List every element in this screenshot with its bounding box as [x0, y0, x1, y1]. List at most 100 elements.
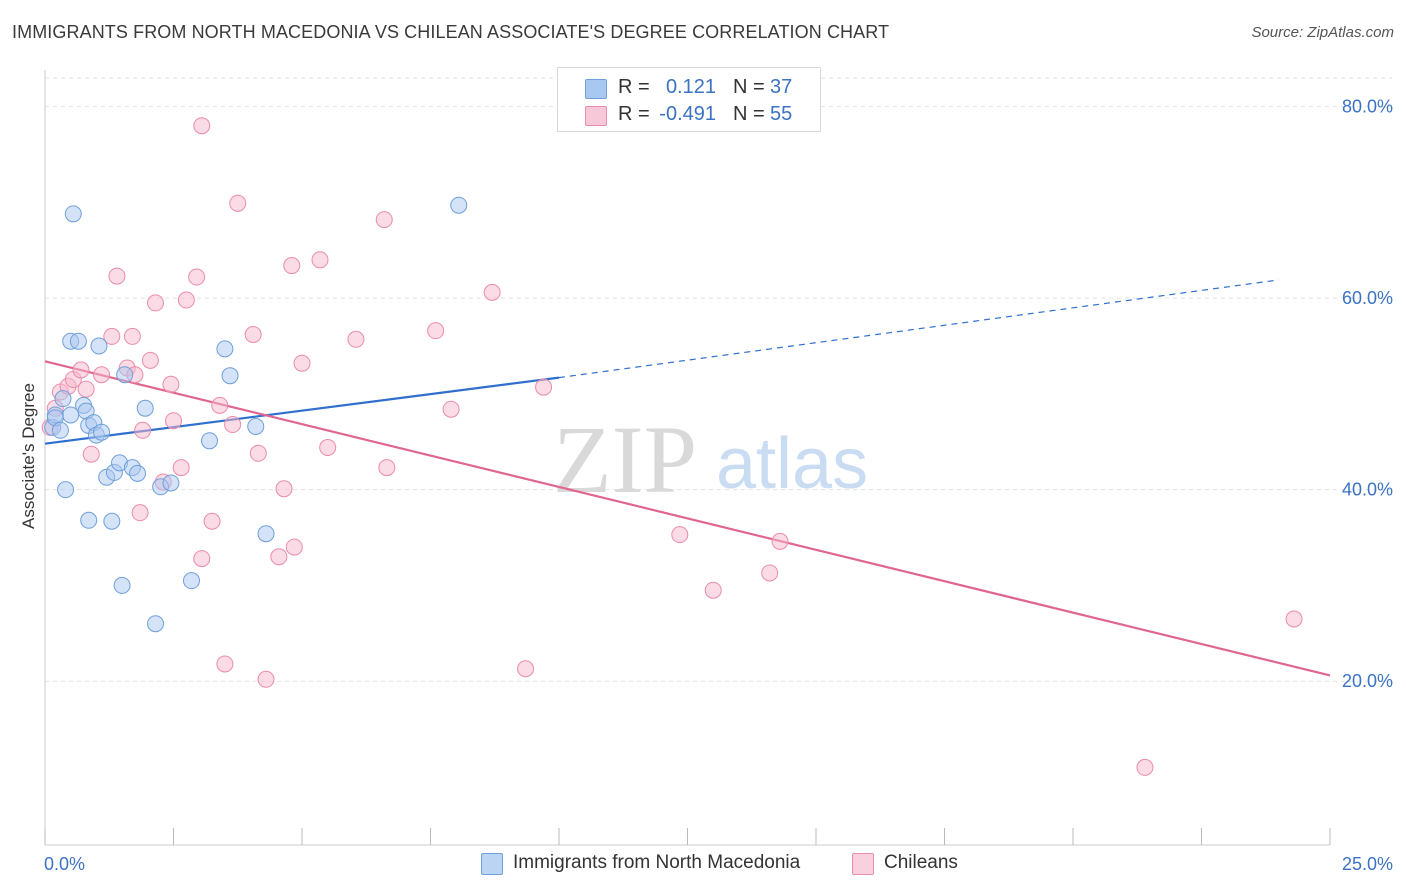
- source-label: Source: ZipAtlas.com: [1251, 24, 1394, 41]
- point-chileans: [704, 581, 722, 599]
- point-north-macedonia: [113, 576, 131, 594]
- chart-title: IMMIGRANTS FROM NORTH MACEDONIA VS CHILE…: [12, 22, 890, 42]
- point-chileans: [293, 354, 311, 372]
- point-north-macedonia: [116, 366, 134, 384]
- point-north-macedonia: [51, 421, 69, 439]
- point-chileans: [93, 366, 111, 384]
- watermark-atlas: atlas: [716, 424, 868, 504]
- point-north-macedonia: [257, 525, 275, 543]
- point-chileans: [141, 351, 159, 369]
- n-label: N =: [733, 103, 765, 125]
- point-chileans: [311, 251, 329, 269]
- point-north-macedonia: [103, 512, 121, 530]
- point-north-macedonia: [247, 417, 265, 435]
- point-chileans: [249, 444, 267, 462]
- y-axis-label: Associate's Degree: [19, 383, 38, 529]
- point-chileans: [375, 211, 393, 229]
- point-chileans: [257, 670, 275, 688]
- x-tick-label: 25.0%: [1342, 854, 1393, 874]
- point-chileans: [131, 504, 149, 522]
- legend-swatch-pink: [852, 853, 874, 875]
- point-chileans: [147, 294, 165, 312]
- data-points: [41, 117, 1303, 776]
- stats-legend: R = 0.121 N = 37 R = -0.491 N = 55: [557, 67, 821, 132]
- point-chileans: [535, 378, 553, 396]
- point-chileans: [123, 327, 141, 345]
- point-chileans: [427, 322, 445, 340]
- point-chileans: [1136, 758, 1154, 776]
- trend-line-north-macedonia: [44, 376, 560, 445]
- point-north-macedonia: [162, 474, 180, 492]
- legend-label: Immigrants from North Macedonia: [513, 852, 801, 873]
- n-value: 55: [770, 103, 793, 125]
- axes: [44, 70, 1331, 846]
- point-north-macedonia: [182, 572, 200, 590]
- point-chileans: [275, 480, 293, 498]
- point-chileans: [378, 459, 396, 477]
- point-chileans: [172, 459, 190, 477]
- n-value: 37: [770, 76, 793, 98]
- point-chileans: [188, 268, 206, 286]
- point-chileans: [134, 421, 152, 439]
- point-chileans: [761, 564, 779, 582]
- point-chileans: [517, 660, 535, 678]
- trend-line-north-macedonia-extension: [558, 279, 1279, 379]
- point-chileans: [771, 532, 789, 550]
- point-chileans: [319, 439, 337, 457]
- point-chileans: [82, 445, 100, 463]
- y-tick-label: 40.0%: [1342, 480, 1393, 500]
- point-chileans: [177, 291, 195, 309]
- point-chileans: [108, 267, 126, 285]
- point-north-macedonia: [216, 340, 234, 358]
- point-north-macedonia: [90, 337, 108, 355]
- point-chileans: [203, 512, 221, 530]
- r-label: R =: [618, 76, 650, 98]
- point-north-macedonia: [54, 390, 72, 408]
- r-value: 0.121: [665, 76, 716, 98]
- point-north-macedonia: [147, 615, 165, 633]
- r-label: R =: [618, 103, 650, 125]
- point-chileans: [103, 327, 121, 345]
- point-chileans: [483, 283, 501, 301]
- point-north-macedonia: [136, 399, 154, 417]
- point-chileans: [72, 361, 90, 379]
- point-chileans: [229, 194, 247, 212]
- point-chileans: [671, 526, 689, 544]
- y-tick-label: 60.0%: [1342, 288, 1393, 308]
- stats-row-north-macedonia: R = 0.121 N = 37: [558, 74, 820, 102]
- point-chileans: [1285, 610, 1303, 628]
- point-chileans: [442, 400, 460, 418]
- legend-swatch-pink: [585, 106, 607, 126]
- point-chileans: [283, 257, 301, 275]
- point-chileans: [224, 416, 242, 434]
- point-north-macedonia: [450, 196, 468, 214]
- point-chileans: [285, 538, 303, 556]
- point-chileans: [77, 380, 95, 398]
- point-chileans: [244, 326, 262, 344]
- point-chileans: [211, 396, 229, 414]
- y-tick-label: 80.0%: [1342, 97, 1393, 117]
- y-tick-label: 20.0%: [1342, 671, 1393, 691]
- point-chileans: [216, 655, 234, 673]
- point-chileans: [270, 548, 288, 566]
- point-north-macedonia: [93, 423, 111, 441]
- trend-lines: [44, 279, 1331, 677]
- trend-line-chileans: [44, 360, 1331, 677]
- legend-swatch-blue: [481, 853, 503, 875]
- r-value: -0.491: [659, 103, 716, 125]
- point-north-macedonia: [129, 464, 147, 482]
- tick-labels: 20.0% 40.0% 60.0% 80.0% 0.0% 25.0%: [44, 97, 1393, 874]
- point-chileans: [193, 117, 211, 135]
- watermark: ZIP atlas: [553, 406, 868, 513]
- point-north-macedonia: [200, 432, 218, 450]
- stats-row-chileans: R = -0.491 N = 55: [558, 101, 820, 129]
- point-north-macedonia: [64, 205, 82, 223]
- point-north-macedonia: [80, 511, 98, 529]
- legend-label: Chileans: [884, 852, 958, 873]
- point-chileans: [165, 412, 182, 430]
- point-north-macedonia: [69, 332, 87, 350]
- point-chileans: [193, 550, 211, 568]
- point-north-macedonia: [57, 481, 75, 499]
- point-chileans: [347, 330, 365, 348]
